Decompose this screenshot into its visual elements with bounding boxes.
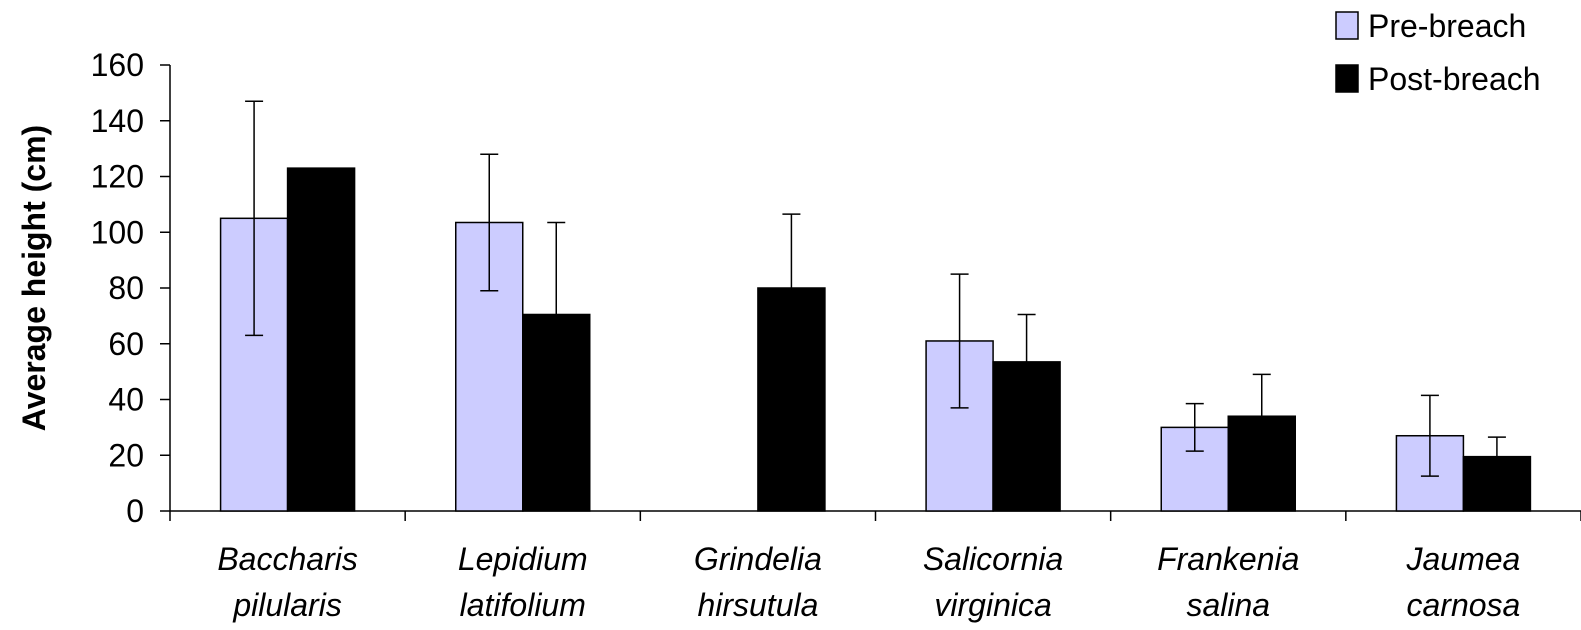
category-labels: Baccharis pilularis Lepidium latifolium Grin… (217, 541, 1520, 623)
y-axis-title: Average height (cm) (16, 125, 52, 431)
y-tick-label: 40 (108, 382, 144, 418)
y-tick-label: 120 (91, 159, 144, 195)
bars (219, 167, 1532, 512)
category-label-line2: salina (1186, 587, 1270, 623)
legend-label: Post-breach (1368, 61, 1541, 97)
category-label-line2: latifolium (460, 587, 586, 623)
legend-swatch (1335, 11, 1359, 40)
category-label-line1: Frankenia (1157, 541, 1299, 577)
category-label-line1: Lepidium (458, 541, 588, 577)
category-label-line2: hirsutula (697, 587, 818, 623)
y-tick-label: 160 (91, 47, 144, 83)
y-tick-label: 80 (108, 270, 144, 306)
category-label-line1: Salicornia (923, 541, 1064, 577)
legend-label: Pre-breach (1368, 8, 1526, 44)
y-tick-label: 20 (108, 437, 144, 473)
y-tick-labels: 0 20 40 60 80 100 120 140 160 (91, 47, 144, 529)
category-label-line2: carnosa (1406, 587, 1520, 623)
error-bars (245, 100, 1506, 477)
axes (160, 64, 1581, 521)
category-label-line1: Baccharis (217, 541, 358, 577)
y-tick-label: 140 (91, 103, 144, 139)
category-label-line1: Grindelia (694, 541, 822, 577)
bar-post-breach-0 (286, 167, 356, 512)
legend: Pre-breach Post-breach (1335, 8, 1541, 97)
category-label-line2: pilularis (232, 587, 341, 623)
category-label-line2: virginica (934, 587, 1051, 623)
y-tick-label: 60 (108, 326, 144, 362)
y-tick-label: 100 (91, 214, 144, 250)
y-tick-label: 0 (126, 493, 144, 529)
legend-swatch (1335, 64, 1359, 93)
category-label-line1: Jaumea (1405, 541, 1520, 577)
